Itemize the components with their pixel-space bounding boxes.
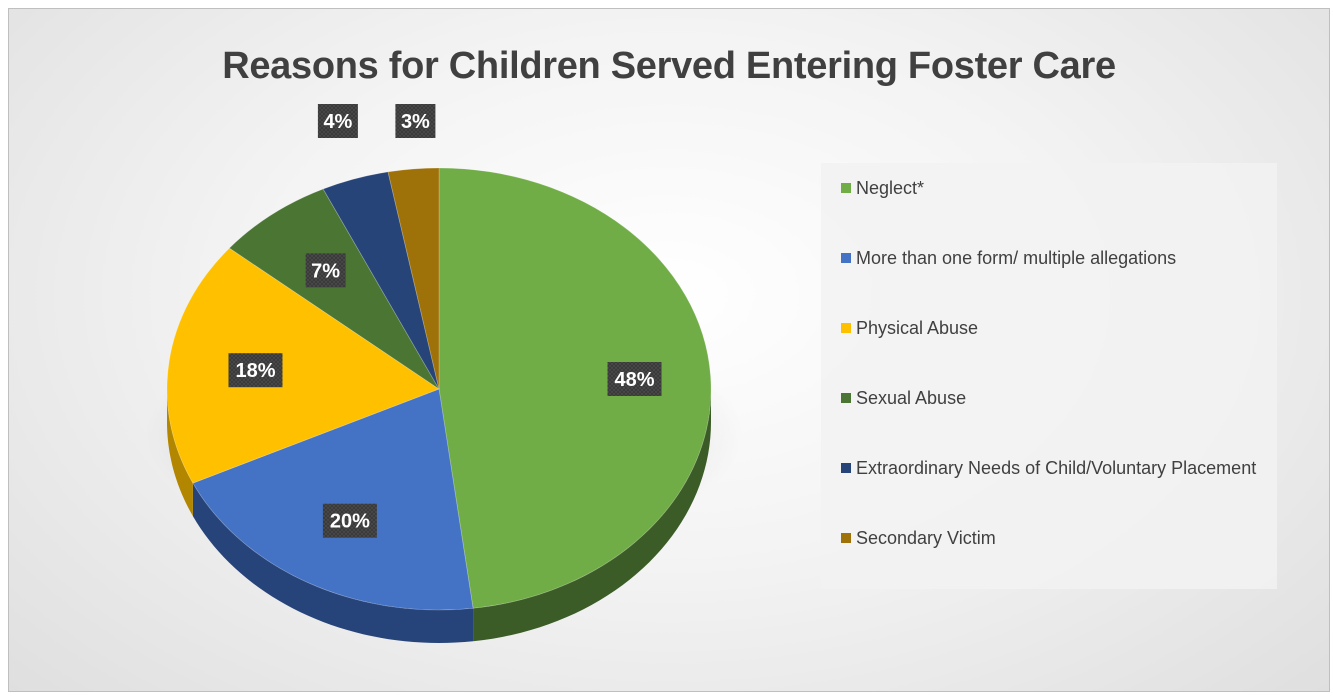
legend-item-secondary-victim: Secondary Victim: [841, 525, 1261, 551]
chart-title: Reasons for Children Served Entering Fos…: [222, 45, 1116, 87]
data-label-text: 18%: [235, 360, 275, 382]
data-label-text: 4%: [323, 111, 352, 133]
legend-swatch: [841, 533, 851, 543]
data-label-text: 48%: [614, 369, 654, 391]
data-label-extraordinary-needs-of-child-voluntary-placement: 4%: [317, 104, 358, 138]
chart-area: Reasons for Children Served Entering Fos…: [8, 8, 1330, 692]
pie-slice-physical-abuse: [166, 247, 440, 484]
data-label-text: 20%: [330, 511, 370, 533]
data-label-box: [305, 253, 346, 288]
legend-label: Physical Abuse: [856, 318, 979, 338]
data-label-more-than-one-form-multiple-allegations: 20%: [322, 503, 377, 538]
data-label-text: 7%: [311, 260, 340, 282]
legend-label: Extraordinary Needs of Child/Voluntary P…: [856, 458, 1257, 478]
data-label-sexual-abuse: 7%: [305, 253, 346, 288]
legend-swatch: [841, 253, 851, 263]
data-label-box: [395, 104, 436, 138]
pie-side-more-than-one-form-multiple-allegations: [192, 483, 474, 643]
pie-slice-neglect: [438, 167, 712, 609]
legend-label: More than one form/ multiple allegations: [856, 248, 1177, 268]
pie-slice-sexual-abuse: [228, 188, 440, 390]
legend-label: Secondary Victim: [856, 528, 996, 548]
legend-swatch: [841, 323, 851, 333]
pie-side-neglect: [473, 389, 711, 642]
pie-side-physical-abuse: [167, 389, 193, 517]
legend-item-physical-abuse: Physical Abuse: [841, 315, 1261, 341]
data-label-text: 3%: [401, 111, 430, 133]
legend-swatch: [841, 463, 851, 473]
data-label-physical-abuse: 18%: [228, 353, 283, 388]
legend-item-neglect: Neglect*: [841, 175, 1261, 201]
legend-item-sexual-abuse: Sexual Abuse: [841, 385, 1261, 411]
legend-label: Neglect*: [856, 178, 925, 198]
pie-slice-extraordinary-needs-of-child-voluntary-placement: [322, 171, 440, 390]
pie-slice-secondary-victim: [387, 167, 440, 390]
legend-label: Sexual Abuse: [856, 388, 967, 408]
data-label-box: [322, 503, 377, 538]
pie-chart: 48% 20% 18% 7% 4% 3%: [144, 104, 744, 643]
pie-slice-more-than-one-form-multiple-allegations: [192, 388, 474, 611]
data-label-box: [228, 353, 283, 388]
legend-item-extraordinary-needs-of-child-voluntary-placement: Extraordinary Needs of Child/Voluntary P…: [841, 455, 1261, 481]
data-label-neglect: 48%: [607, 362, 662, 396]
data-label-secondary-victim: 3%: [395, 104, 436, 138]
data-label-box: [607, 362, 662, 396]
legend-swatch: [841, 393, 851, 403]
legend-swatch: [841, 183, 851, 193]
chart-legend: Neglect* More than one form/ multiple all…: [821, 163, 1277, 589]
legend-item-more-than-one-form-multiple-allegations: More than one form/ multiple allegations: [841, 245, 1261, 271]
data-label-box: [317, 104, 358, 138]
